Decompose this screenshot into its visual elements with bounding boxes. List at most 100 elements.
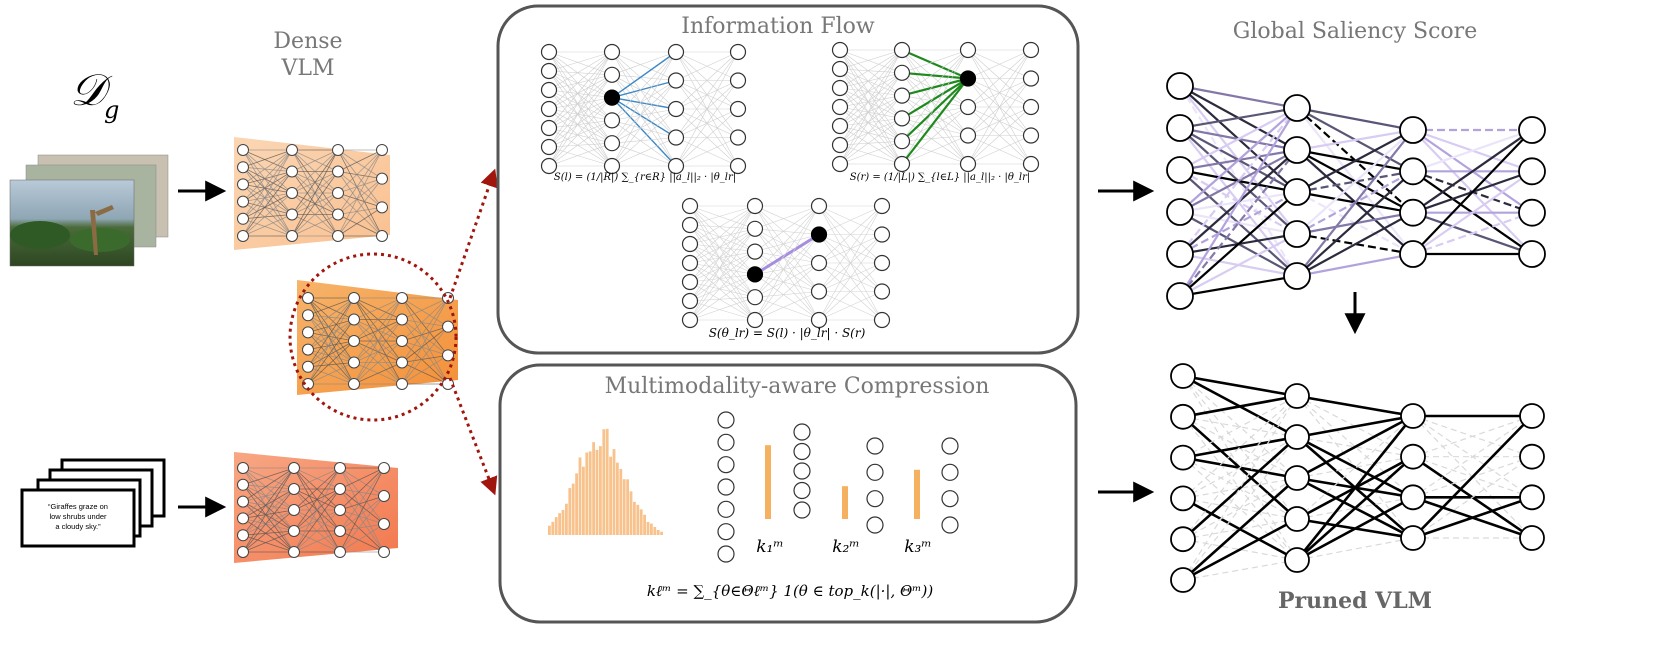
edge [293, 488, 341, 553]
edge [337, 178, 383, 237]
edge [242, 149, 293, 168]
edge [339, 523, 385, 532]
edge [1182, 375, 1298, 479]
neuron-node [302, 360, 314, 373]
global-saliency-title: Global Saliency Score [1233, 19, 1477, 44]
edge [291, 149, 339, 194]
neuron-node [334, 504, 346, 516]
neuron-node [831, 155, 849, 173]
edge [754, 262, 820, 275]
edge [839, 49, 903, 70]
neuron-node [1400, 525, 1426, 551]
neuron-node [1166, 72, 1194, 100]
edge [839, 95, 903, 127]
edge [689, 228, 756, 264]
neuron-node [1170, 526, 1196, 553]
neuron-node [237, 512, 249, 525]
edge [242, 214, 293, 237]
neuron-node [873, 311, 891, 329]
edge [337, 149, 383, 172]
neuron-node [1170, 444, 1196, 471]
edge [1296, 455, 1414, 561]
edge [689, 228, 756, 321]
edge [291, 149, 339, 172]
edge [242, 171, 293, 202]
edge [1182, 517, 1298, 582]
histogram-bar [653, 526, 657, 535]
histogram-bar [558, 513, 561, 535]
neuron-node [334, 462, 346, 474]
edge [689, 228, 756, 302]
svg-text:a cloudy sky.”: a cloudy sky.” [55, 522, 101, 531]
neuron-node [237, 462, 249, 474]
edge [337, 149, 383, 194]
edge [401, 326, 449, 342]
compression-box [498, 363, 1078, 624]
neuron-node [442, 349, 454, 362]
svg-text:“Giraffes graze on: “Giraffes graze on [48, 502, 108, 511]
edge [1296, 252, 1414, 278]
neuron-node [1518, 157, 1546, 186]
neuron-node [396, 378, 408, 390]
edge [548, 108, 613, 144]
neuron-node [237, 195, 249, 208]
edge [754, 234, 820, 298]
edge [291, 214, 339, 237]
edge [839, 118, 903, 127]
edge [353, 297, 403, 342]
edge [337, 149, 383, 215]
neuron-node [831, 60, 849, 78]
edge [818, 205, 883, 235]
edge [242, 467, 295, 490]
edge [611, 51, 677, 144]
edge [1182, 477, 1298, 581]
edge [754, 205, 820, 235]
histogram-bar [619, 468, 623, 535]
neuron-node [1170, 403, 1196, 430]
edge [754, 233, 820, 276]
edge [548, 142, 613, 167]
neuron-node [746, 311, 764, 329]
neuron-node [866, 437, 884, 455]
edge [818, 262, 883, 321]
neuron-node [681, 311, 699, 329]
neuron-node [1283, 262, 1311, 290]
edge [689, 205, 756, 302]
neuron-node [237, 161, 249, 174]
neuron-node [941, 463, 959, 481]
edge [291, 192, 339, 237]
dense-vlm-panel-multimodal [297, 280, 458, 395]
arrow-to-compression [448, 377, 498, 496]
edge [242, 467, 295, 519]
edge [401, 319, 449, 385]
edge [754, 205, 820, 292]
edge [548, 70, 613, 167]
neuron-node [348, 335, 360, 347]
edge [339, 467, 385, 497]
edge [611, 51, 677, 76]
edge [689, 296, 756, 321]
edge [1182, 395, 1298, 581]
formula-right: S(r) = (1/|L|) ∑_{l∈L} ||a_l||₂ · |θ_lr| [850, 172, 1030, 183]
neuron-node [1170, 363, 1196, 389]
edge [242, 166, 293, 172]
edge [307, 349, 355, 363]
neuron-node [1022, 155, 1040, 173]
neuron-node [603, 112, 621, 129]
edge [839, 72, 903, 146]
edge [818, 205, 883, 264]
edge [689, 281, 756, 298]
edge [401, 297, 449, 320]
svg-text:g: g [104, 96, 119, 124]
edge [689, 243, 756, 298]
edge [901, 118, 969, 136]
edge [242, 467, 295, 553]
neuron-node [873, 226, 891, 243]
neuron-node [1400, 403, 1426, 429]
edge [307, 319, 355, 368]
edge [754, 205, 820, 298]
edge [548, 89, 613, 98]
edge [1412, 415, 1533, 498]
edge [339, 467, 385, 511]
edge [242, 488, 295, 502]
